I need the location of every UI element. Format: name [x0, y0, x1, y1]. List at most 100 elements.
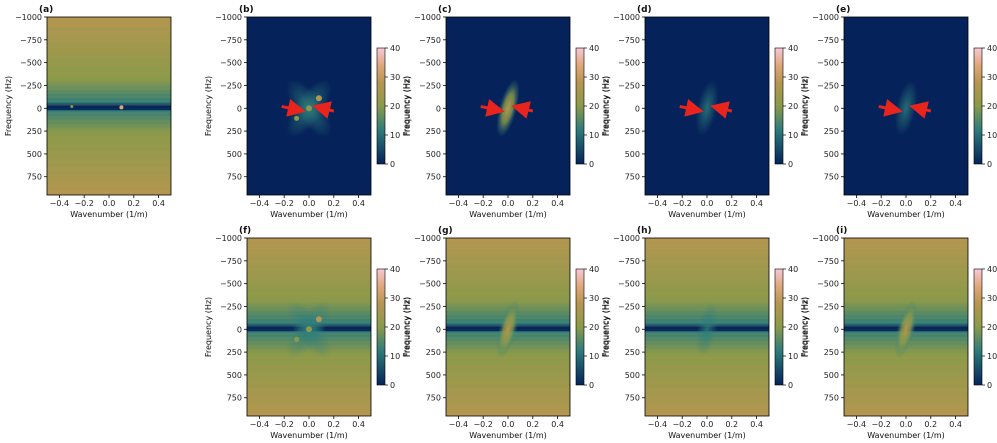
y-tick-label: −750 — [817, 36, 839, 45]
colorbar-tick-label: 10 — [589, 352, 599, 361]
colorbar-tick-label: 30 — [589, 294, 599, 303]
colorbar — [973, 268, 983, 386]
colorbar-label: Frequency (Hz) — [601, 297, 610, 357]
x-tick-label: −0.2 — [871, 420, 890, 429]
colorbar-tick-label: 20 — [390, 323, 400, 332]
spectrum-background — [47, 17, 171, 195]
spectrum-h — [645, 238, 769, 416]
colorbar-tick-label: 30 — [788, 73, 798, 82]
x-tick-label: −0.4 — [50, 199, 69, 208]
y-tick-label: 750 — [426, 394, 441, 403]
panel-label: (c) — [438, 5, 452, 15]
x-tick-label: −0.2 — [473, 199, 492, 208]
colorbar — [973, 47, 983, 165]
energy-peak — [294, 115, 300, 121]
panel-label: (e) — [836, 5, 850, 15]
y-tick-label: 250 — [426, 127, 441, 136]
y-tick-label: 750 — [27, 173, 42, 182]
arrow-left — [878, 99, 903, 117]
x-tick-label: 0.4 — [352, 199, 365, 208]
x-tick-label: 0.0 — [303, 420, 316, 429]
y-tick-label: 500 — [27, 150, 42, 159]
colorbar-tick-label: 0 — [788, 160, 793, 169]
x-tick-label: −0.2 — [473, 420, 492, 429]
x-tick-label: 0.4 — [152, 199, 165, 208]
x-axis-label: Wavenumber (1/m) — [270, 431, 348, 440]
panel-label: (f) — [239, 226, 251, 236]
y-tick-label: −250 — [220, 302, 242, 311]
y-tick-label: 0 — [237, 325, 242, 334]
y-tick-label: 250 — [426, 348, 441, 357]
y-tick-label: −250 — [419, 81, 441, 90]
y-tick-label: 500 — [227, 371, 242, 380]
colorbar-tick-label: 0 — [390, 160, 395, 169]
x-tick-label: −0.4 — [449, 420, 468, 429]
x-tick-label: 0.2 — [725, 420, 738, 429]
y-tick-label: 250 — [27, 127, 42, 136]
energy-lobe — [894, 300, 918, 359]
panel-e: −0.4 −0.2 0.0 0.2 0.4 −1000 −750 −500 −250 0 250 50… — [801, 5, 997, 219]
y-tick-label: −750 — [220, 257, 242, 266]
x-tick-label: 0.0 — [701, 199, 714, 208]
y-tick-label: −500 — [618, 280, 640, 289]
y-tick-label: −1000 — [414, 13, 441, 22]
colorbar-tick-label: 0 — [589, 381, 594, 390]
arrow-right — [511, 101, 534, 119]
y-tick-label: −250 — [618, 302, 640, 311]
colorbar-tick-label: 20 — [788, 323, 798, 332]
arrow-right — [312, 101, 335, 119]
x-tick-label: −0.4 — [250, 199, 269, 208]
energy-peak — [306, 105, 312, 112]
x-tick-label: −0.4 — [449, 199, 468, 208]
y-tick-label: −1000 — [215, 13, 242, 22]
panel-label: (d) — [637, 5, 652, 15]
x-tick-label: −0.2 — [871, 199, 890, 208]
y-tick-label: 250 — [625, 127, 640, 136]
y-tick-label: −500 — [618, 59, 640, 68]
energy-peak — [306, 326, 312, 333]
y-tick-label: −1000 — [414, 234, 441, 243]
y-tick-label: −750 — [618, 36, 640, 45]
x-tick-label: −0.4 — [648, 420, 667, 429]
colorbar-tick-label: 40 — [589, 265, 599, 274]
panel-label: (h) — [637, 226, 652, 236]
y-tick-label: 0 — [37, 104, 42, 113]
x-tick-label: −0.4 — [648, 199, 667, 208]
colorbar-tick-label: 30 — [987, 294, 997, 303]
x-tick-label: 0.4 — [750, 199, 763, 208]
x-tick-label: 0.4 — [551, 420, 564, 429]
colorbar-tick-label: 40 — [788, 265, 798, 274]
x-tick-label: 0.4 — [750, 420, 763, 429]
colorbar-tick-label: 20 — [390, 102, 400, 111]
x-tick-label: 0.4 — [551, 199, 564, 208]
y-tick-label: 0 — [436, 104, 441, 113]
panel-b: −0.4 −0.2 0.0 0.2 0.4 −1000 −750 −500 −250 0 250 50… — [204, 5, 411, 219]
x-tick-label: 0.4 — [949, 420, 962, 429]
arrow-left — [679, 99, 704, 117]
y-tick-label: 250 — [625, 348, 640, 357]
colorbar — [774, 47, 784, 165]
x-axis-label: Wavenumber (1/m) — [70, 210, 148, 219]
energy-lobe — [894, 80, 918, 136]
colorbar-label: Frequency (Hz) — [402, 76, 411, 136]
energy-peak — [315, 95, 322, 102]
y-tick-label: −250 — [618, 81, 640, 90]
colorbar-tick-label: 20 — [788, 102, 798, 111]
y-tick-label: −750 — [220, 36, 242, 45]
x-tick-label: −0.4 — [847, 420, 866, 429]
y-axis-label: Frequency (Hz) — [602, 76, 611, 136]
y-axis-label: Frequency (Hz) — [403, 297, 412, 357]
y-tick-label: 750 — [824, 394, 839, 403]
x-tick-label: −0.2 — [74, 199, 93, 208]
y-tick-label: 0 — [635, 325, 640, 334]
colorbar-tick-label: 40 — [788, 44, 798, 53]
y-axis-label: Frequency (Hz) — [403, 76, 412, 136]
y-tick-label: −500 — [20, 59, 42, 68]
colorbar-tick-label: 10 — [788, 131, 798, 140]
energy-lobe — [496, 79, 520, 138]
y-tick-label: 250 — [824, 348, 839, 357]
x-tick-label: 0.0 — [502, 199, 515, 208]
y-tick-label: 250 — [227, 127, 242, 136]
energy-peak — [70, 104, 74, 108]
